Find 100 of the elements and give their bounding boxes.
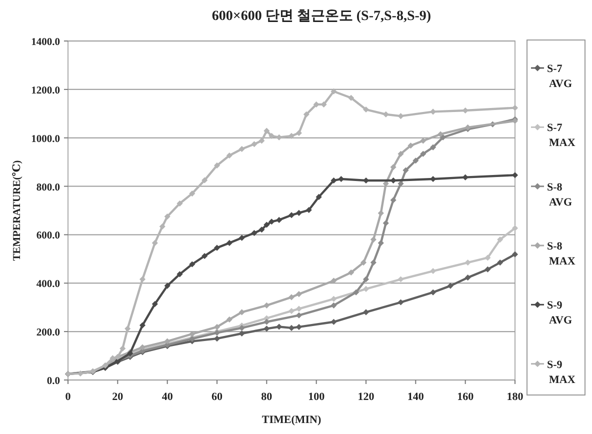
point (398, 150, 404, 157)
point (484, 254, 491, 261)
x-tick-label: 140 (407, 391, 424, 403)
point (288, 294, 294, 300)
point (251, 230, 258, 236)
point (159, 224, 166, 230)
point (226, 316, 232, 322)
point (288, 308, 294, 314)
point (264, 128, 270, 134)
point (288, 133, 294, 139)
point (268, 133, 275, 139)
point (497, 260, 503, 266)
point (214, 324, 220, 330)
point (288, 212, 294, 218)
point (296, 291, 302, 297)
point (296, 312, 302, 318)
point (226, 240, 232, 246)
point (330, 278, 337, 284)
point (408, 142, 414, 149)
point (330, 296, 337, 302)
point (484, 266, 491, 272)
point (140, 322, 146, 328)
point (390, 164, 396, 170)
point (363, 276, 369, 282)
point (176, 271, 183, 278)
point (152, 301, 158, 307)
point (189, 331, 196, 337)
point (363, 286, 369, 292)
point (202, 177, 208, 184)
legend-label: S-8 AVG (547, 181, 572, 208)
point (316, 194, 322, 200)
point (164, 338, 170, 344)
point (370, 236, 376, 242)
point (176, 200, 183, 206)
point (448, 282, 454, 289)
point (304, 111, 310, 118)
point (276, 324, 282, 330)
point (214, 336, 220, 342)
point (226, 152, 232, 158)
point (430, 268, 436, 274)
point (296, 130, 302, 136)
point (164, 282, 170, 289)
point (430, 144, 436, 150)
x-tick-label: 100 (308, 391, 326, 403)
point (238, 234, 245, 241)
point (214, 162, 220, 168)
point (330, 302, 337, 308)
point (264, 326, 270, 332)
point (238, 146, 245, 152)
point (264, 222, 270, 228)
point (378, 240, 384, 246)
legend-label: S-7 MAX (547, 122, 576, 150)
point (330, 318, 337, 325)
point (348, 95, 354, 101)
point (296, 210, 302, 216)
y-tick-label: 1000.0 (31, 134, 60, 145)
point (398, 299, 404, 306)
y-tick-label: 800.0 (36, 182, 60, 194)
point (370, 260, 376, 266)
point (238, 309, 245, 316)
point (288, 325, 294, 331)
x-axis-title: TIME(MIN) (262, 414, 322, 426)
point (120, 346, 126, 352)
point (363, 309, 369, 316)
point (382, 220, 389, 226)
point (412, 158, 419, 164)
point (348, 270, 354, 276)
point (402, 167, 409, 174)
chart-title: 600×600 단면 철근온도 (S-7,S-8,S-9) (212, 9, 432, 24)
x-tick-label: 120 (358, 391, 375, 403)
point (497, 236, 503, 242)
point (189, 190, 196, 196)
y-tick-label: 600.0 (36, 230, 60, 242)
point (140, 344, 146, 350)
point (512, 172, 518, 178)
point (164, 214, 170, 220)
point (258, 138, 265, 144)
point (398, 276, 404, 282)
point (360, 260, 366, 266)
point (430, 289, 436, 296)
point (440, 134, 446, 140)
point (251, 141, 258, 148)
point (238, 330, 245, 336)
point (464, 260, 471, 266)
point (152, 240, 158, 246)
point (420, 150, 426, 157)
point (353, 289, 359, 296)
point (512, 251, 518, 258)
point (330, 88, 337, 94)
legend-label: S-9 AVG (547, 300, 572, 327)
point (214, 244, 220, 251)
legend-label: S-9 MAX (547, 358, 576, 386)
y-tick-label: 0.0 (46, 376, 60, 387)
point (363, 106, 369, 112)
point (296, 306, 302, 312)
point (258, 226, 265, 233)
point (330, 178, 337, 184)
x-tick-label: 180 (506, 391, 524, 403)
point (268, 218, 275, 225)
point (430, 108, 436, 115)
